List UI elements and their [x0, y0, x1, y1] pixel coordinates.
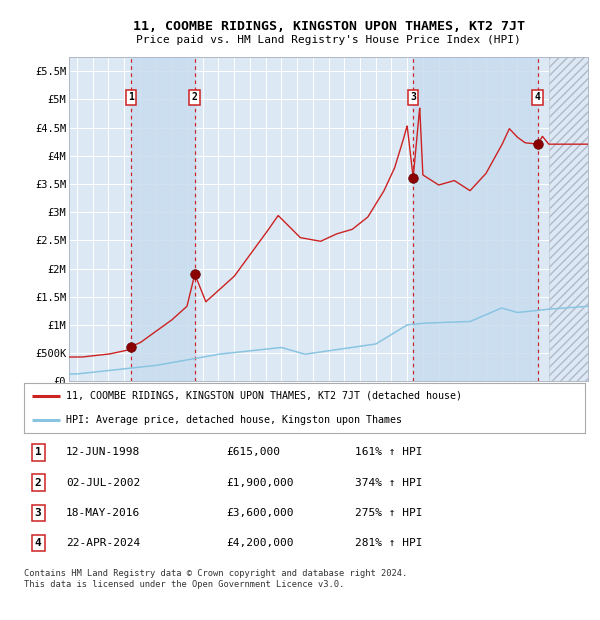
Text: 18-MAY-2016: 18-MAY-2016 [66, 508, 140, 518]
Text: 281% ↑ HPI: 281% ↑ HPI [355, 538, 422, 548]
Text: 2: 2 [35, 477, 41, 487]
Text: 1: 1 [128, 92, 134, 102]
Text: Price paid vs. HM Land Registry's House Price Index (HPI): Price paid vs. HM Land Registry's House … [136, 35, 521, 45]
Text: £3,600,000: £3,600,000 [226, 508, 293, 518]
Text: 02-JUL-2002: 02-JUL-2002 [66, 477, 140, 487]
Text: 12-JUN-1998: 12-JUN-1998 [66, 448, 140, 458]
Bar [548, 57, 588, 381]
Text: 11, COOMBE RIDINGS, KINGSTON UPON THAMES, KT2 7JT: 11, COOMBE RIDINGS, KINGSTON UPON THAMES… [133, 20, 525, 33]
Text: 3: 3 [410, 92, 416, 102]
Text: 161% ↑ HPI: 161% ↑ HPI [355, 448, 422, 458]
Text: 1: 1 [35, 448, 41, 458]
Text: Contains HM Land Registry data © Crown copyright and database right 2024.
This d: Contains HM Land Registry data © Crown c… [24, 569, 407, 588]
Text: 4: 4 [35, 538, 41, 548]
Bar [131, 57, 195, 381]
Text: £615,000: £615,000 [226, 448, 280, 458]
Text: 2: 2 [192, 92, 198, 102]
Text: 11, COOMBE RIDINGS, KINGSTON UPON THAMES, KT2 7JT (detached house): 11, COOMBE RIDINGS, KINGSTON UPON THAMES… [66, 391, 462, 401]
Text: £4,200,000: £4,200,000 [226, 538, 293, 548]
Text: 374% ↑ HPI: 374% ↑ HPI [355, 477, 422, 487]
Bar [413, 57, 538, 381]
Text: HPI: Average price, detached house, Kingston upon Thames: HPI: Average price, detached house, King… [66, 415, 402, 425]
Text: 3: 3 [35, 508, 41, 518]
Text: 275% ↑ HPI: 275% ↑ HPI [355, 508, 422, 518]
Text: 22-APR-2024: 22-APR-2024 [66, 538, 140, 548]
Text: £1,900,000: £1,900,000 [226, 477, 293, 487]
Text: 4: 4 [535, 92, 541, 102]
